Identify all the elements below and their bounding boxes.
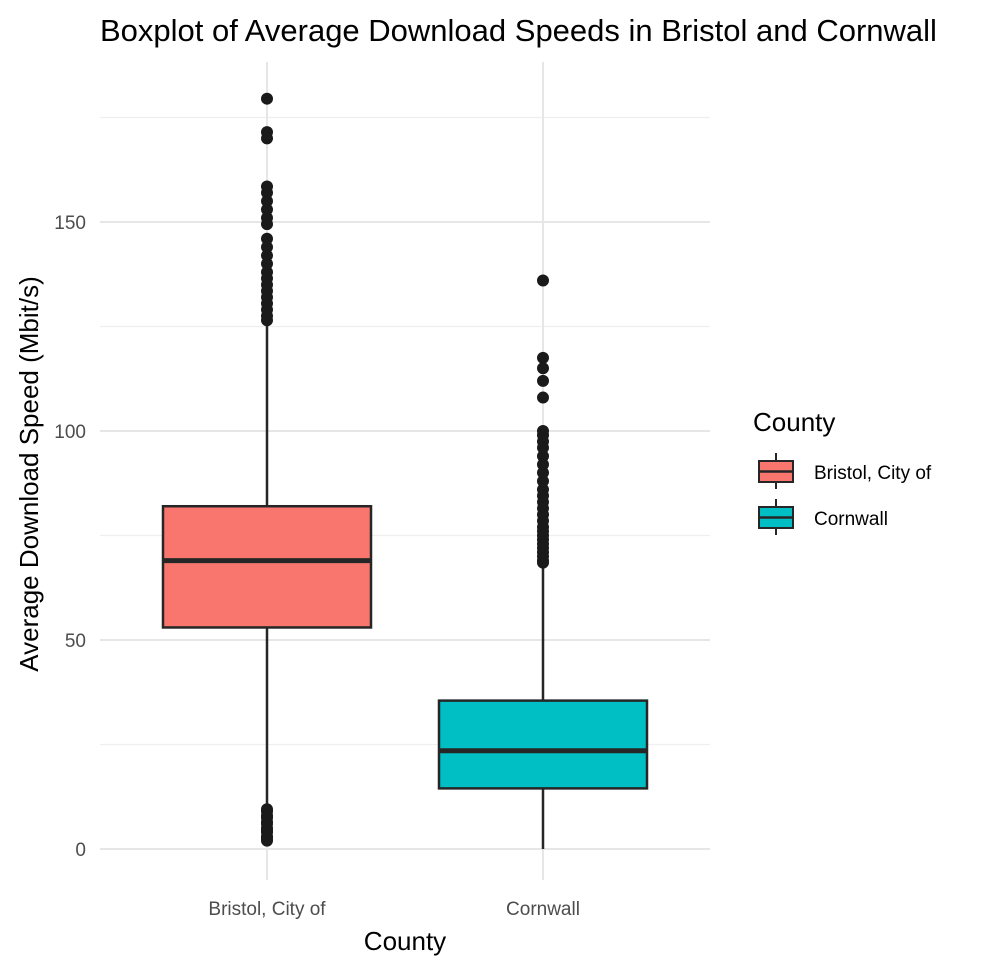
outlier-point [537,362,549,375]
box-group [437,274,649,849]
legend-key [758,499,794,535]
outlier-point [537,450,549,463]
outlier-point [261,92,273,105]
outlier-point [537,274,549,287]
outlier-point [261,195,273,208]
x-axis-ticks: Bristol, City of Cornwall [208,899,580,920]
outlier-point [537,475,549,488]
outlier-point [261,203,273,216]
x-tick-label: Cornwall [506,899,580,920]
outlier-point [261,218,273,231]
chart-title: Boxplot of Average Download Speeds in Br… [100,13,937,48]
x-tick-label: Bristol, City of [208,899,326,920]
outlier-point [537,374,549,387]
legend-title: County [753,407,835,437]
y-tick-label: 50 [65,631,86,652]
outlier-point [537,458,549,471]
outlier-point [537,466,549,479]
outlier-point [261,314,273,327]
outlier-point [537,351,549,364]
y-axis-ticks: 0 50 100 150 [54,213,86,861]
box-series [161,92,649,849]
legend: County Bristol, City of Cornwall [753,407,932,535]
box-iqr [437,699,649,790]
y-tick-label: 100 [54,422,86,443]
outlier-point [261,132,273,145]
box-group [161,92,373,847]
y-axis-title: Average Download Speed (Mbit/s) [14,276,44,672]
legend-label: Bristol, City of [814,463,932,484]
outlier-point [261,186,273,199]
outlier-point [537,391,549,404]
y-tick-label: 150 [54,213,86,234]
outlier-point [261,834,273,847]
outlier-point [537,441,549,454]
y-tick-label: 0 [75,840,86,861]
outlier-point [261,232,273,245]
outlier-point [537,556,549,569]
outlier-point [261,257,273,270]
outlier-point [261,241,273,254]
box-iqr [161,504,373,629]
outlier-point [261,249,273,262]
legend-key [758,453,794,489]
legend-label: Cornwall [814,509,888,530]
x-axis-title: County [364,926,446,956]
